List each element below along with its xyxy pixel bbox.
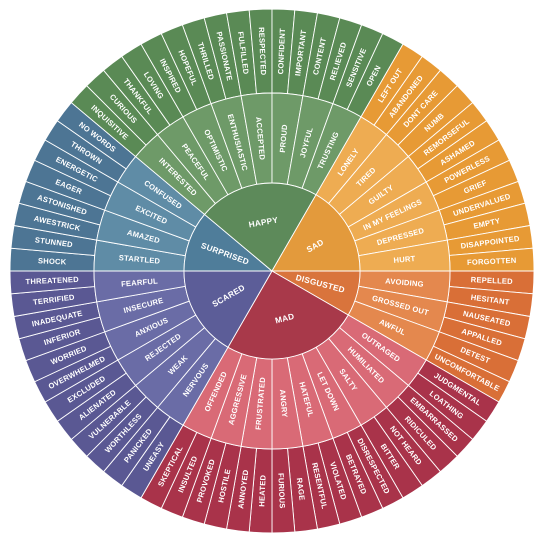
core-segment-happy xyxy=(203,182,317,272)
outer-label-furious: FURIOUS xyxy=(276,473,287,509)
core-segment-sad xyxy=(271,194,361,272)
middle-label-proud: PROUD xyxy=(278,124,289,153)
middle-label-startled: STARTLED xyxy=(118,253,160,266)
core-segment-mad xyxy=(227,270,349,360)
outer-label-respected: RESPECTED xyxy=(257,27,268,76)
outer-label-heated: HEATED xyxy=(257,474,267,507)
middle-label-accepted: ACCEPTED xyxy=(254,117,267,161)
middle-label-avoiding: AVOIDING xyxy=(385,276,424,288)
core-segment-scared xyxy=(183,270,273,348)
outer-label-repelled: REPELLED xyxy=(471,275,514,286)
outer-label-forgotten: FORGOTTEN xyxy=(467,256,517,267)
outer-label-rage: RAGE xyxy=(295,477,307,501)
outer-label-threatened: THREATENED xyxy=(25,275,79,286)
middle-label-hurt: HURT xyxy=(393,254,416,265)
outer-label-shock: SHOCK xyxy=(38,256,67,266)
middle-label-angry: ANGRY xyxy=(278,389,289,418)
middle-label-fearful: FEARFUL xyxy=(121,276,159,288)
outer-label-confident: CONFIDENT xyxy=(276,28,287,75)
wheel-segments xyxy=(9,8,535,534)
